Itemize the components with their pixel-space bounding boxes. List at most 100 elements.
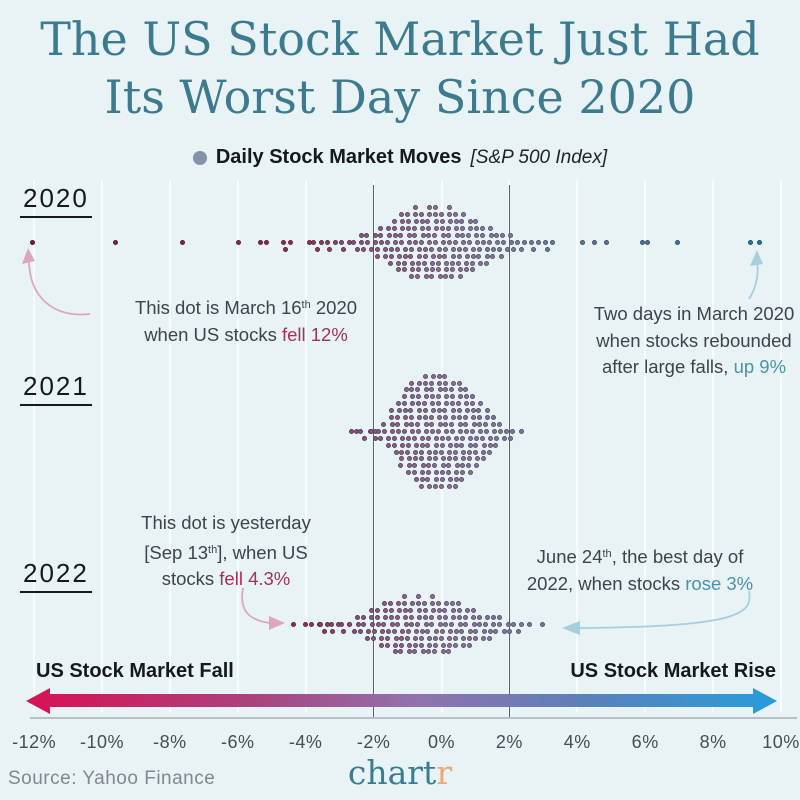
annotation-line: [Sep 13th], when US (144, 541, 308, 563)
daily-move-dot (519, 428, 525, 434)
daily-move-dot (405, 635, 411, 641)
daily-move-dot (481, 635, 487, 641)
daily-move-dot (372, 232, 378, 238)
daily-move-dot (473, 435, 479, 441)
daily-move-dot (413, 628, 419, 634)
daily-move-dot (453, 219, 459, 225)
daily-move-dot (536, 239, 542, 245)
daily-move-dot (393, 635, 399, 641)
daily-move-dot (423, 387, 429, 393)
daily-move-dot (450, 608, 456, 613)
annotation-june-24-2022: June 24th, the best day of 2022, when sto… (478, 541, 800, 597)
daily-move-dot (385, 442, 391, 448)
daily-move-dot (449, 274, 455, 280)
daily-move-dot (355, 246, 361, 252)
daily-move-dot (426, 232, 432, 238)
daily-move-dot (382, 601, 388, 607)
daily-move-dot (443, 394, 449, 400)
daily-move-dot (364, 232, 370, 238)
daily-move-dot (494, 239, 500, 245)
daily-move-dot (464, 260, 470, 266)
daily-move-dot (481, 449, 487, 455)
daily-move-dot (412, 232, 418, 238)
daily-move-dot (365, 628, 371, 634)
daily-move-dot (409, 387, 415, 393)
daily-move-dot (487, 635, 492, 641)
daily-move-dot (493, 628, 499, 634)
daily-move-dot (355, 621, 361, 627)
daily-move-dot (436, 608, 442, 613)
background-stripe (168, 180, 171, 712)
daily-move-dot (473, 226, 479, 231)
daily-move-dot (463, 387, 469, 393)
daily-move-dot (288, 239, 294, 245)
daily-move-dot (469, 394, 475, 400)
daily-move-dot (436, 253, 442, 259)
daily-move-dot (420, 649, 426, 655)
daily-move-dot (485, 614, 491, 620)
daily-move-dot (401, 428, 407, 434)
daily-move-dot (318, 239, 324, 245)
daily-move-dot (478, 401, 484, 407)
daily-move-dot (413, 212, 419, 218)
daily-move-dot (436, 408, 442, 414)
daily-move-dot (450, 253, 456, 259)
gridline-2pct (508, 185, 511, 717)
daily-move-dot (423, 621, 429, 627)
daily-move-dot (452, 239, 458, 245)
daily-move-dot (328, 621, 334, 627)
daily-move-dot (327, 246, 332, 252)
daily-move-dot (428, 380, 434, 386)
daily-move-dot (480, 232, 486, 238)
daily-move-dot (429, 621, 435, 627)
daily-move-dot (469, 428, 475, 434)
daily-move-dot (522, 239, 528, 245)
annotation-line: when stocks rebounded (596, 329, 792, 351)
daily-move-dot (470, 608, 476, 613)
daily-move-dot (480, 456, 486, 462)
daily-move-dot (500, 232, 506, 238)
background-stripe (576, 180, 579, 712)
daily-move-dot (423, 246, 428, 252)
daily-move-dot (384, 642, 390, 648)
daily-move-dot (369, 621, 375, 627)
daily-move-dot (377, 435, 383, 441)
daily-move-dot (396, 401, 402, 407)
daily-move-dot (483, 428, 489, 434)
background-stripe (304, 180, 307, 712)
daily-move-dot (463, 267, 469, 273)
fall-axis-label: US Stock Market Fall (36, 660, 234, 682)
daily-move-dot (409, 421, 415, 427)
daily-move-dot (460, 456, 466, 462)
daily-move-dot (454, 232, 460, 238)
daily-move-dot (487, 628, 493, 634)
daily-move-dot (405, 442, 411, 448)
daily-move-dot (441, 642, 446, 648)
daily-move-dot (453, 635, 459, 641)
daily-move-dot (439, 635, 444, 641)
daily-move-dot (511, 621, 517, 627)
daily-move-dot (393, 239, 398, 245)
daily-move-dot (347, 621, 353, 627)
x-tick-label: 8% (699, 732, 727, 752)
daily-move-dot (415, 621, 421, 627)
daily-move-dot (416, 608, 422, 613)
daily-move-dot (487, 449, 492, 455)
daily-move-dot (389, 621, 395, 627)
daily-move-dot (422, 608, 428, 613)
background-stripe (101, 180, 103, 712)
daily-move-dot (303, 621, 308, 627)
daily-move-dot (460, 463, 466, 469)
daily-move-dot (466, 463, 472, 469)
daily-move-dot (394, 614, 400, 620)
daily-move-dot (355, 614, 361, 620)
daily-move-dot (437, 380, 443, 386)
daily-move-dot (510, 428, 516, 434)
daily-move-dot (339, 239, 345, 245)
daily-move-dot (408, 415, 414, 420)
daily-move-dot (477, 421, 483, 427)
daily-move-dot (429, 421, 435, 427)
arrow-to-rebound-dots-icon (748, 250, 763, 300)
daily-move-dot (398, 232, 404, 238)
daily-move-dot (379, 628, 385, 634)
